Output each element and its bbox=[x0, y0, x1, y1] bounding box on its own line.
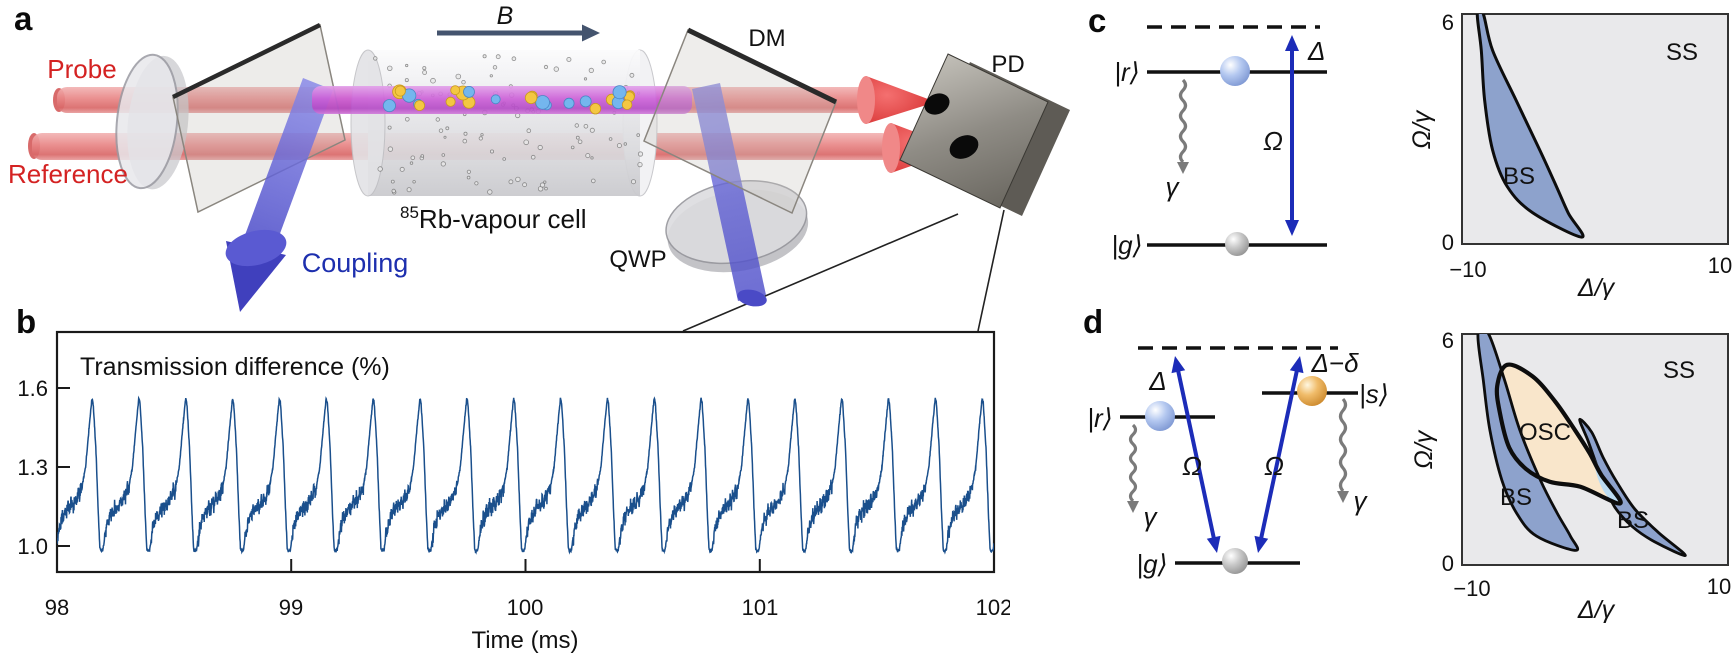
y-tick-max: 6 bbox=[1442, 10, 1454, 35]
delta-label: Δ bbox=[1307, 36, 1325, 66]
bs-left-region-label: BS bbox=[1500, 484, 1532, 511]
panel-c-level-diagram: c |r⟩ |g⟩ γ Ω Δ bbox=[1088, 2, 1327, 260]
omega-label: Ω bbox=[1263, 126, 1283, 156]
pd-spot-probe bbox=[924, 93, 950, 115]
x-tick-label: 98 bbox=[45, 595, 69, 620]
d-diagram-arrows bbox=[1127, 356, 1349, 553]
bs-region-label: BS bbox=[1503, 163, 1535, 190]
x-tick-min: −10 bbox=[1449, 257, 1486, 282]
r-state-atom bbox=[1145, 401, 1175, 431]
coupling-beam bbox=[238, 78, 333, 266]
r-state-atom bbox=[1220, 56, 1250, 86]
ss-region-label: SS bbox=[1666, 39, 1698, 66]
x-axis-label: Δ/γ bbox=[1577, 596, 1616, 624]
x-tick-min: −10 bbox=[1453, 576, 1490, 601]
pd-label: PD bbox=[991, 51, 1024, 78]
panel-d-phase-diagram: SS BS BS OSC 6 0 −10 10 Δ/γ Ω/γ bbox=[1410, 328, 1731, 624]
x-tick-max: 10 bbox=[1708, 253, 1732, 278]
b-field-label: B bbox=[497, 2, 514, 30]
y-tick-min: 0 bbox=[1442, 230, 1454, 255]
coupling-beam-cone bbox=[225, 229, 287, 312]
panel-c-phase-diagram: SS BS 6 0 −10 10 Δ/γ Ω/γ bbox=[1410, 10, 1732, 300]
qwp-label: QWP bbox=[609, 246, 666, 273]
x-axis-label: Time (ms) bbox=[471, 627, 578, 654]
phase-regions bbox=[1475, 14, 1585, 239]
x-axis-label: Δ/γ bbox=[1577, 274, 1616, 300]
y-axis-label: Ω/γ bbox=[1410, 109, 1436, 149]
x-tick-label: 101 bbox=[742, 595, 779, 620]
dichroic-mirror bbox=[643, 27, 838, 215]
coupling-beam-out-cap bbox=[737, 289, 767, 307]
g-level-label: |g⟩ bbox=[1111, 230, 1142, 260]
panel-d-level-diagram: d |r⟩ |s⟩ |g⟩ Δ Δ−δ Ω Ω γ γ bbox=[1083, 303, 1389, 579]
dm-label: DM bbox=[748, 25, 785, 52]
bs-right-region-label: BS bbox=[1617, 507, 1649, 534]
panel-a-setup: a Probe Reference Coupling B DM QWP PD 8… bbox=[8, 0, 1070, 332]
g-state-atom bbox=[1222, 548, 1248, 574]
c-diagram-arrows bbox=[1177, 35, 1299, 236]
b-field-arrow bbox=[437, 24, 600, 42]
y-tick-max: 6 bbox=[1442, 328, 1454, 353]
reference-label: Reference bbox=[8, 159, 128, 189]
phase-regions bbox=[1476, 334, 1687, 557]
beam-combiner-plate bbox=[172, 22, 346, 214]
coupling-label: Coupling bbox=[302, 248, 409, 278]
x-tick-label: 99 bbox=[279, 595, 303, 620]
panel-d-letter: d bbox=[1083, 303, 1103, 340]
g-state-atom bbox=[1225, 232, 1249, 256]
y-tick-label: 1.0 bbox=[17, 534, 48, 559]
panel-b-time-trace: b Transmission difference (%) 1.6 1.3 1.… bbox=[16, 303, 1010, 654]
lens-disk bbox=[115, 53, 189, 190]
delta-minus-delta-label: Δ−δ bbox=[1310, 348, 1359, 378]
y-tick-label: 1.3 bbox=[17, 455, 48, 480]
y-axis-label: Ω/γ bbox=[1410, 429, 1438, 469]
y-tick-min: 0 bbox=[1442, 551, 1454, 576]
g-level-label: |g⟩ bbox=[1136, 549, 1167, 579]
s-level-label: |s⟩ bbox=[1359, 379, 1389, 409]
cell-label: 85Rb-vapour cell bbox=[400, 203, 587, 234]
probe-coupling-overlap-beam bbox=[312, 86, 692, 114]
x-tick-label: 102 bbox=[976, 595, 1010, 620]
gamma-right-label: γ bbox=[1354, 486, 1369, 516]
ss-region-label: SS bbox=[1663, 357, 1695, 384]
panel-c-letter: c bbox=[1088, 2, 1106, 39]
x-tick-label: 100 bbox=[507, 595, 544, 620]
gamma-left-label: γ bbox=[1144, 502, 1159, 532]
r-level-label: |r⟩ bbox=[1087, 403, 1113, 433]
x-tick-max: 10 bbox=[1707, 574, 1731, 599]
probe-label: Probe bbox=[47, 54, 116, 84]
omega-left-label: Ω bbox=[1182, 451, 1202, 481]
coupling-beam-out bbox=[692, 83, 766, 301]
omega-right-label: Ω bbox=[1264, 451, 1284, 481]
plot-title: Transmission difference (%) bbox=[80, 353, 390, 381]
x-ticks bbox=[290, 559, 761, 572]
y-ticks bbox=[57, 387, 70, 547]
osc-region-label: OSC bbox=[1519, 419, 1571, 446]
vapour-cell bbox=[350, 49, 658, 197]
cell-atoms bbox=[382, 84, 636, 115]
gamma-label: γ bbox=[1166, 172, 1181, 202]
y-tick-label: 1.6 bbox=[17, 376, 48, 401]
pd-spot-reference bbox=[949, 135, 979, 159]
probe-focus-cone bbox=[857, 76, 936, 124]
transmission-trace bbox=[57, 395, 994, 555]
zoom-callout-lines bbox=[682, 209, 1005, 332]
s-state-atom bbox=[1297, 376, 1327, 406]
r-level-label: |r⟩ bbox=[1114, 57, 1140, 87]
pd-photodetector bbox=[899, 53, 1070, 216]
panel-b-letter: b bbox=[16, 303, 36, 340]
delta-label: Δ bbox=[1148, 366, 1166, 396]
panel-a-letter: a bbox=[14, 0, 33, 37]
